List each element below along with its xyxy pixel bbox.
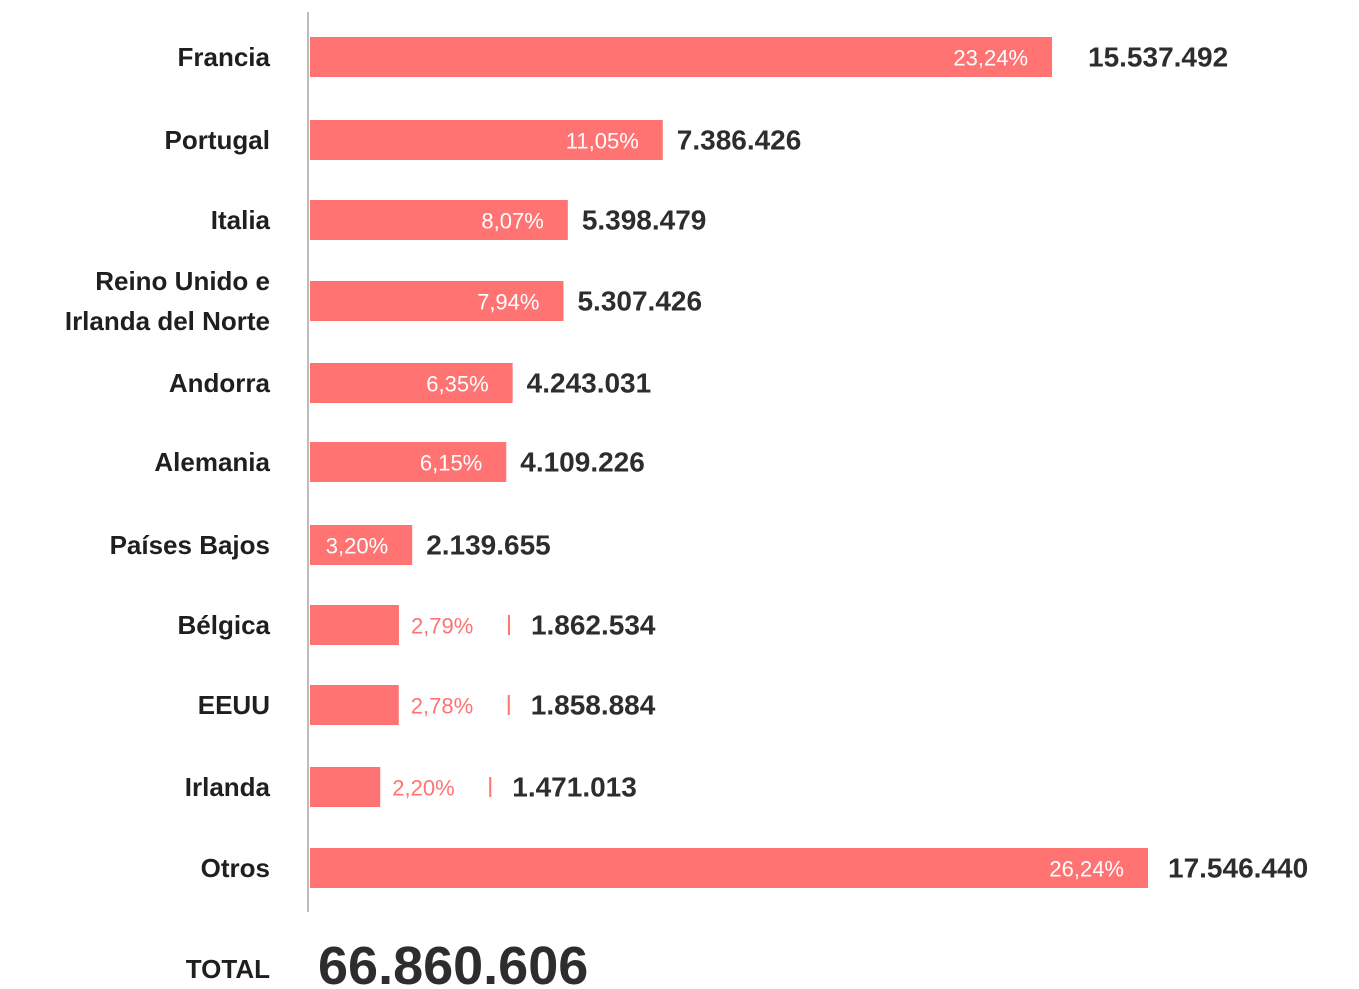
bar <box>310 605 399 645</box>
percent-label: 6,35% <box>426 372 488 397</box>
category-label: Irlanda del Norte <box>65 306 270 336</box>
percent-label: 23,24% <box>953 46 1028 71</box>
bar <box>310 281 564 321</box>
value-label: 5.398.479 <box>582 205 707 236</box>
category-label: Países Bajos <box>110 530 270 560</box>
bar <box>310 767 381 807</box>
category-label: Otros <box>201 853 270 883</box>
value-label: 1.862.534 <box>531 610 656 641</box>
bar <box>310 200 568 240</box>
value-label: 2.139.655 <box>426 530 551 561</box>
bar <box>310 848 1148 888</box>
category-label: Reino Unido e <box>95 266 270 296</box>
value-label: 5.307.426 <box>577 286 702 317</box>
category-label: Irlanda <box>185 772 271 802</box>
percent-label: 8,07% <box>481 209 543 234</box>
percent-label: 11,05% <box>566 129 639 154</box>
category-label: Francia <box>178 42 271 72</box>
value-label: 4.109.226 <box>520 447 645 478</box>
percent-label: 26,24% <box>1049 857 1124 882</box>
bars-group: Francia 23,24% 15.537.492 Portugal 11,05% 7.3… <box>65 37 1308 888</box>
value-label: 7.386.426 <box>677 125 802 156</box>
value-label: 4.243.031 <box>527 368 652 399</box>
total-label: TOTAL <box>186 954 270 984</box>
category-label: EEUU <box>198 690 270 720</box>
bar <box>310 37 1053 77</box>
bar <box>310 442 507 482</box>
bar <box>310 363 513 403</box>
category-label: Andorra <box>169 368 271 398</box>
value-label: 1.858.884 <box>531 690 656 721</box>
percent-label: 3,20% <box>326 534 388 559</box>
value-label: 17.546.440 <box>1168 853 1308 884</box>
bar <box>310 685 399 725</box>
percent-label: 2,78% <box>411 694 473 719</box>
percent-label: 7,94% <box>477 290 539 315</box>
value-label: 15.537.492 <box>1088 42 1228 73</box>
category-label: Bélgica <box>178 610 271 640</box>
category-label: Italia <box>211 205 271 235</box>
bar <box>310 525 413 565</box>
percent-label: 6,15% <box>420 451 482 476</box>
percent-label: 2,79% <box>411 614 473 639</box>
category-label: Portugal <box>165 125 270 155</box>
category-label: Alemania <box>154 447 270 477</box>
value-label: 1.471.013 <box>512 772 637 803</box>
bar <box>310 120 663 160</box>
percent-label: 2,20% <box>392 776 454 801</box>
total-value: 66.860.606 <box>318 936 588 989</box>
